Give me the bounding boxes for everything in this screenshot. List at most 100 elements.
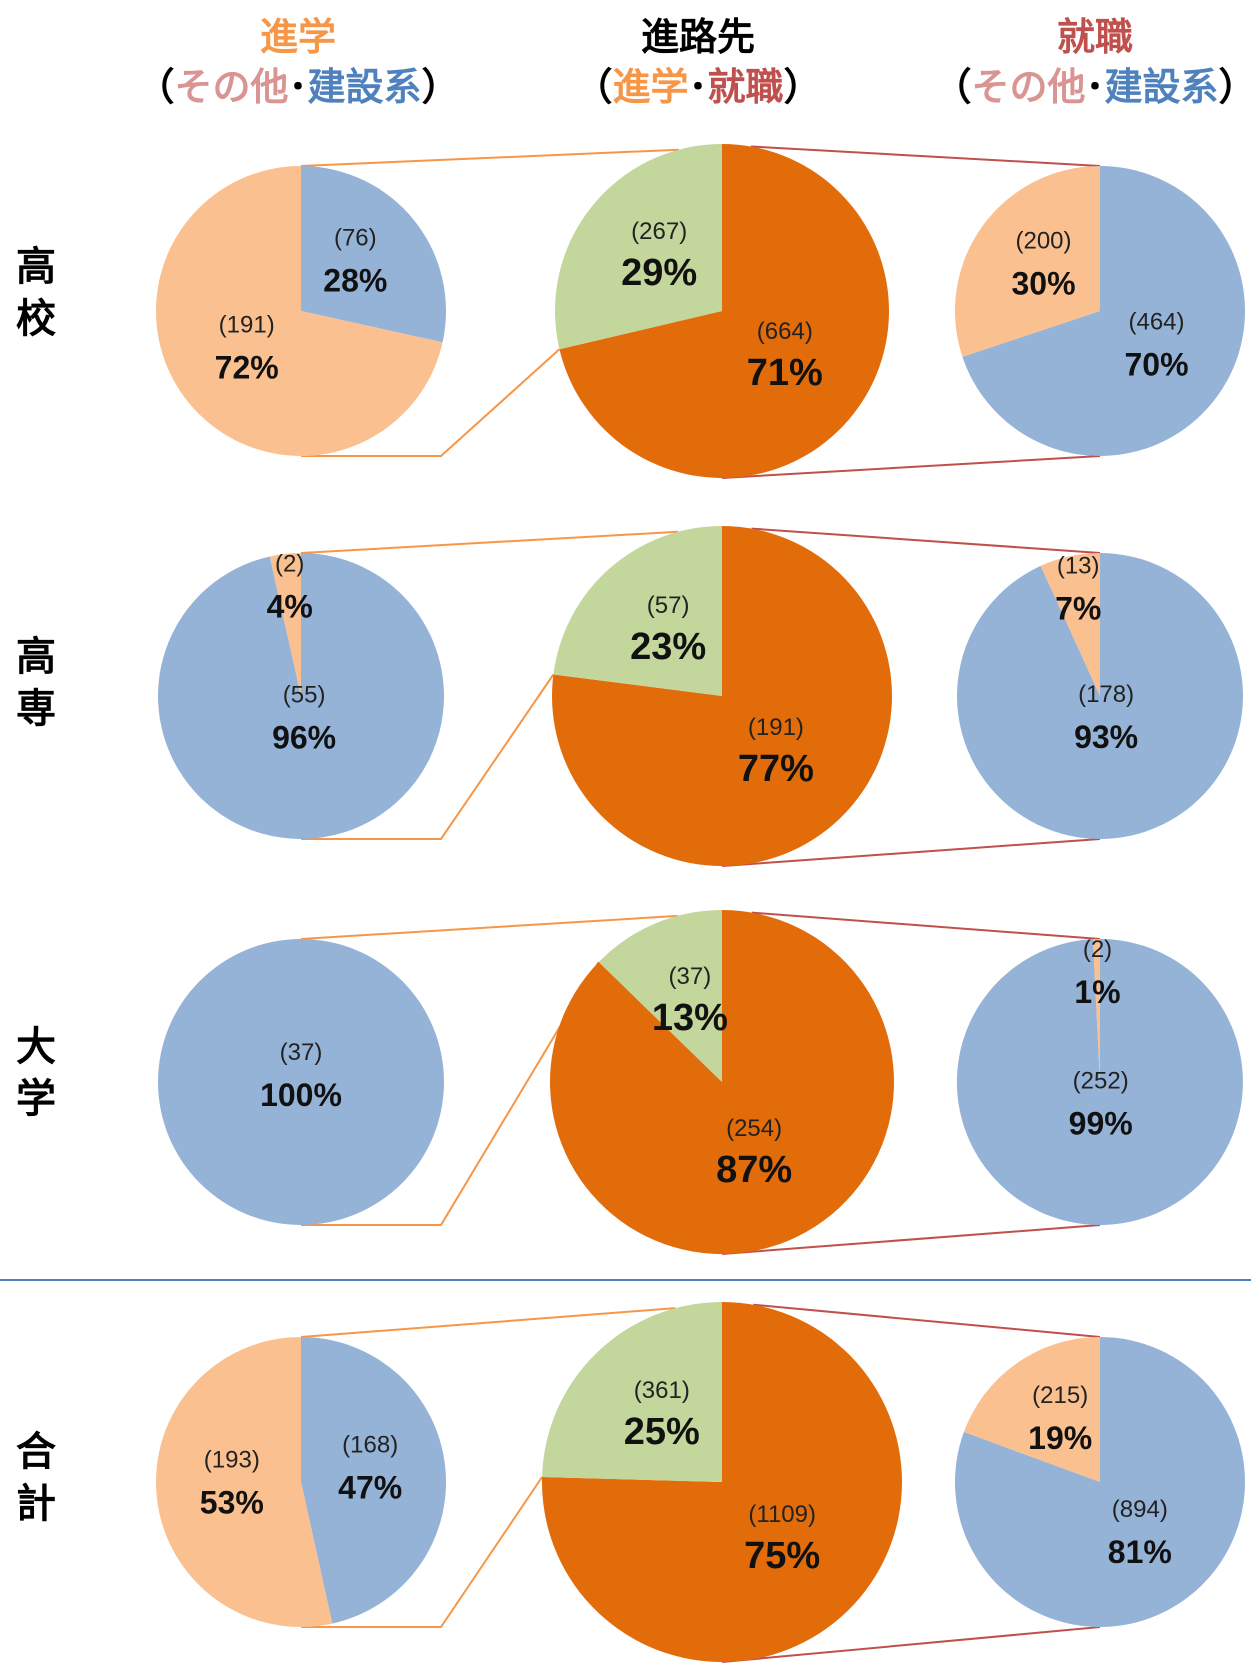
- pie-3-center-slice-2-count-label: (361): [634, 1377, 690, 1404]
- header-right-a: その他: [971, 65, 1085, 109]
- header-right-open: （: [933, 65, 971, 109]
- pie-charts: (76)28%(191)72%(664)71%(267)29%(464)70%(…: [155, 144, 1246, 1662]
- pie-2-right-slice-1: [956, 939, 1243, 1226]
- header-center-a: 進学: [612, 65, 688, 109]
- pie-0-right-slice-2-percent-label: 30%: [1011, 265, 1075, 301]
- pie-3-right: (894) 81% (215) 19%: [954, 1336, 1245, 1628]
- pie-1-center: (191) 77% (57) 23%: [551, 526, 892, 866]
- header-right-subtitle: （その他･建設系）: [933, 65, 1251, 109]
- pie-2-right: (252) 99% (2) 1%: [956, 936, 1243, 1226]
- pie-0-left-slice-1-percent-label: 28%: [323, 262, 387, 298]
- pie-1-center-slice-1-percent-label: 77%: [738, 748, 814, 790]
- pie-0-center-slice-2-count-label: (267): [631, 218, 687, 245]
- connector-2-left-top: [300, 914, 678, 940]
- pie-0-left-slice-1: [301, 166, 447, 343]
- pie-1-left-slice-1-percent-label: 96%: [272, 719, 336, 755]
- pie-0-center-slice-1-percent-label: 71%: [747, 352, 823, 394]
- pie-1-right-slice-2: [1040, 553, 1100, 696]
- header-left: 進学 （その他･建設系）: [136, 15, 459, 109]
- pie-0-right-slice-1-count-label: (464): [1128, 309, 1184, 336]
- pie-0-right-slice-2-count-label: (200): [1015, 227, 1071, 254]
- row-label-3-char-2: 計: [16, 1481, 56, 1527]
- pie-1-left-slice-2: [269, 552, 301, 696]
- pie-3-left-slice-1-count-label: (168): [342, 1431, 398, 1458]
- header-left-title: 進学: [260, 15, 336, 59]
- pie-0-left-slice-2-percent-label: 72%: [215, 350, 279, 386]
- connector-2-right-bottom: [721, 1224, 1101, 1255]
- pie-2-left-slice-1-count-label: (37): [280, 1039, 323, 1066]
- pie-1-left-slice-1-count-label: (55): [283, 681, 326, 708]
- pie-3-center-slice-1: [542, 1302, 903, 1662]
- pie-0-right-slice-1: [962, 166, 1246, 456]
- pie-2-right-slice-2-percent-label: 1%: [1074, 974, 1120, 1010]
- pie-3-center-slice-1-count-label: (1109): [748, 1501, 816, 1528]
- header-center: 進路先 （進学･就職）: [574, 15, 821, 109]
- pie-2-center-slice-2-count-label: (37): [669, 963, 712, 990]
- pie-2-center-slice-1-count-label: (254): [726, 1115, 782, 1142]
- connector-0-left-top: [300, 148, 679, 167]
- pie-3-left: (168) 47% (193) 53%: [155, 1336, 446, 1627]
- pie-2-right-slice-2-count-label: (2): [1083, 936, 1112, 963]
- header-right-title: 就職: [1057, 15, 1133, 59]
- header-right-close: ）: [1219, 65, 1251, 109]
- pie-1-center-slice-1: [551, 526, 892, 866]
- pie-3-right-slice-2: [963, 1336, 1100, 1482]
- connector-3-right-bottom: [721, 1626, 1101, 1663]
- pie-0-center-slice-1: [559, 144, 889, 478]
- pie-2-right-slice-1-count-label: (252): [1073, 1068, 1129, 1095]
- pie-0-center-slice-1-count-label: (664): [757, 318, 813, 345]
- pie-2-left: (37) 100%: [158, 939, 444, 1225]
- row-label-0-char-2: 校: [16, 296, 56, 342]
- header-right-b: 建設系: [1105, 65, 1219, 109]
- row-label-2-char-1: 大: [16, 1024, 56, 1070]
- header-center-subtitle: （進学･就職）: [574, 65, 821, 109]
- pie-1-right-slice-2-percent-label: 7%: [1055, 590, 1101, 626]
- pie-1-right-slice-1-percent-label: 93%: [1074, 719, 1138, 755]
- connector-3-right-top: [753, 1303, 1101, 1338]
- pie-3-center-slice-2-percent-label: 25%: [624, 1411, 700, 1453]
- pie-2-center-slice-2-percent-label: 13%: [652, 997, 728, 1039]
- pie-1-left-slice-2-count-label: (2): [275, 551, 304, 578]
- pie-3-right-slice-1: [954, 1337, 1245, 1628]
- pie-3-right-slice-2-percent-label: 19%: [1028, 1420, 1092, 1456]
- header-left-b: 建設系: [308, 65, 422, 109]
- header-left-dot: ･: [288, 65, 307, 109]
- pie-3-center-slice-1-percent-label: 75%: [744, 1535, 820, 1577]
- pie-3-right-slice-2-count-label: (215): [1032, 1382, 1088, 1409]
- connector-3-left-top: [300, 1307, 676, 1338]
- pie-2-left-slice-1-percent-label: 100%: [260, 1077, 342, 1113]
- header-center-open: （: [574, 65, 612, 109]
- header-left-a: その他: [174, 65, 288, 109]
- pie-0-right-slice-2: [955, 166, 1100, 357]
- header-left-subtitle: （その他･建設系）: [136, 65, 459, 109]
- pie-0-left: (76) 28% (191) 72%: [156, 166, 447, 457]
- pie-0-right: (464) 70% (200) 30%: [955, 166, 1246, 456]
- row-label-3-char-1: 合: [16, 1429, 56, 1475]
- header-left-open: （: [136, 65, 174, 109]
- pie-0-left-slice-1-count-label: (76): [334, 224, 377, 251]
- pie-3-left-slice-1-percent-label: 47%: [338, 1469, 402, 1505]
- row-label-2-char-2: 学: [16, 1076, 56, 1122]
- pie-2-right-slice-1-percent-label: 99%: [1069, 1106, 1133, 1142]
- connector-0-right-bottom: [721, 455, 1101, 479]
- pie-1-center-slice-2-percent-label: 23%: [630, 626, 706, 668]
- pie-2-center-slice-1-percent-label: 87%: [716, 1149, 792, 1191]
- pie-0-right-slice-1-percent-label: 70%: [1124, 347, 1188, 383]
- header-left-close: ）: [422, 65, 460, 109]
- pie-3-left-slice-2-percent-label: 53%: [200, 1485, 264, 1521]
- header-right: 就職 （その他･建設系）: [933, 15, 1251, 109]
- connector-1-right-top: [751, 527, 1101, 554]
- header-center-close: ）: [784, 65, 822, 109]
- pie-3-center: (1109) 75% (361) 25%: [542, 1302, 903, 1662]
- pie-1-right-slice-1: [957, 553, 1244, 840]
- header-center-title: 進路先: [641, 15, 755, 59]
- pie-0-center: (664) 71% (267) 29%: [554, 144, 889, 478]
- header-center-dot: ･: [688, 65, 707, 109]
- connector-2-right-top: [751, 911, 1101, 940]
- pie-0-left-slice-2: [156, 166, 443, 457]
- connector-1-left-top: [300, 530, 679, 554]
- pie-2-center-slice-1: [550, 910, 895, 1254]
- pie-3-right-slice-1-percent-label: 81%: [1108, 1534, 1172, 1570]
